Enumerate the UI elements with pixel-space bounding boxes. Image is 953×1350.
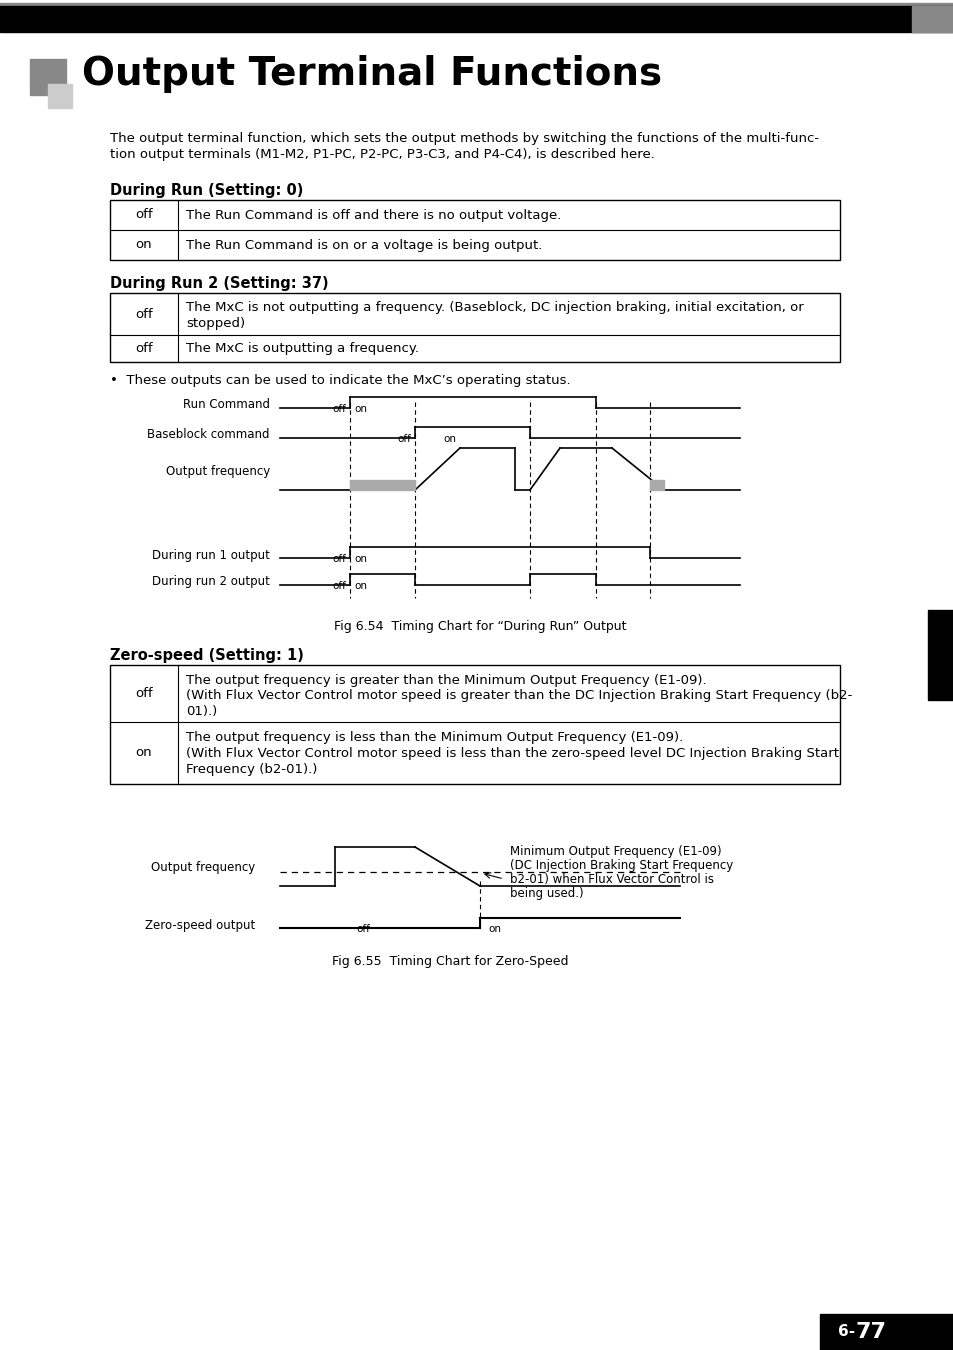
Bar <box>110 200 840 261</box>
Bar <box>350 481 415 490</box>
Text: The output frequency is greater than the Minimum Output Frequency (E1-09).: The output frequency is greater than the… <box>186 674 706 687</box>
Text: The MxC is not outputting a frequency. (Baseblock, DC injection braking, initial: The MxC is not outputting a frequency. (… <box>186 301 803 315</box>
Text: being used.): being used.) <box>510 887 583 900</box>
Text: on: on <box>135 747 152 760</box>
Text: Output Terminal Functions: Output Terminal Functions <box>82 55 661 93</box>
Text: The Run Command is off and there is no output voltage.: The Run Command is off and there is no o… <box>186 208 560 221</box>
Text: b2-01) when Flux Vector Control is: b2-01) when Flux Vector Control is <box>510 873 713 886</box>
Text: stopped): stopped) <box>186 317 245 329</box>
Text: Fig 6.55  Timing Chart for Zero-Speed: Fig 6.55 Timing Chart for Zero-Speed <box>332 954 568 968</box>
Text: The output terminal function, which sets the output methods by switching the fun: The output terminal function, which sets… <box>110 132 819 144</box>
Text: on: on <box>354 554 367 564</box>
Text: (With Flux Vector Control motor speed is greater than the DC Injection Braking S: (With Flux Vector Control motor speed is… <box>186 688 851 702</box>
Text: During Run 2 (Setting: 37): During Run 2 (Setting: 37) <box>110 275 328 292</box>
Text: Minimum Output Frequency (E1-09): Minimum Output Frequency (E1-09) <box>510 845 720 859</box>
Text: off: off <box>135 308 152 320</box>
Bar <box>0 5 953 32</box>
Text: on: on <box>442 433 456 444</box>
Text: (DC Injection Braking Start Frequency: (DC Injection Braking Start Frequency <box>510 859 733 872</box>
Text: Output Terminal Functions: Output Terminal Functions <box>749 12 904 26</box>
Text: During Run (Setting: 0): During Run (Setting: 0) <box>110 184 303 198</box>
Text: off: off <box>135 342 152 355</box>
Bar <box>649 481 663 490</box>
Text: Output frequency: Output frequency <box>151 861 254 875</box>
Bar <box>110 666 840 784</box>
Text: off: off <box>332 554 346 564</box>
Text: During run 1 output: During run 1 output <box>152 548 270 562</box>
Text: off: off <box>332 404 346 414</box>
Text: off: off <box>332 580 346 591</box>
Bar <box>820 1314 953 1350</box>
Text: •  These outputs can be used to indicate the MxC’s operating status.: • These outputs can be used to indicate … <box>110 374 570 387</box>
Text: Zero-speed (Setting: 1): Zero-speed (Setting: 1) <box>110 648 304 663</box>
Text: The MxC is outputting a frequency.: The MxC is outputting a frequency. <box>186 342 418 355</box>
Text: Frequency (b2-01).): Frequency (b2-01).) <box>186 763 317 776</box>
Text: off: off <box>135 687 152 701</box>
Bar <box>30 59 66 95</box>
Text: on: on <box>135 239 152 251</box>
Bar <box>911 5 953 32</box>
Bar <box>927 610 953 701</box>
Text: off: off <box>135 208 152 221</box>
Text: on: on <box>354 580 367 591</box>
Text: off: off <box>396 433 411 444</box>
Text: (With Flux Vector Control motor speed is less than the zero-speed level DC Injec: (With Flux Vector Control motor speed is… <box>186 747 838 760</box>
Text: 77: 77 <box>855 1322 886 1342</box>
Bar <box>48 84 71 108</box>
Text: The output frequency is less than the Minimum Output Frequency (E1-09).: The output frequency is less than the Mi… <box>186 730 682 744</box>
Text: 6-: 6- <box>837 1324 854 1339</box>
Text: The Run Command is on or a voltage is being output.: The Run Command is on or a voltage is be… <box>186 239 542 251</box>
Text: on: on <box>488 923 500 934</box>
Text: on: on <box>354 404 367 414</box>
Text: Zero-speed output: Zero-speed output <box>145 918 254 932</box>
Bar <box>0 3 953 5</box>
Text: 01).): 01).) <box>186 705 217 718</box>
Text: Run Command: Run Command <box>183 398 270 412</box>
Text: Fig 6.54  Timing Chart for “During Run” Output: Fig 6.54 Timing Chart for “During Run” O… <box>334 620 625 633</box>
Text: During run 2 output: During run 2 output <box>152 575 270 589</box>
Text: tion output terminals (M1-M2, P1-PC, P2-PC, P3-C3, and P4-C4), is described here: tion output terminals (M1-M2, P1-PC, P2-… <box>110 148 654 161</box>
Text: Output frequency: Output frequency <box>166 466 270 478</box>
Bar <box>110 293 840 362</box>
Text: 6: 6 <box>934 647 946 666</box>
Text: off: off <box>355 923 370 934</box>
Text: Baseblock command: Baseblock command <box>148 428 270 441</box>
